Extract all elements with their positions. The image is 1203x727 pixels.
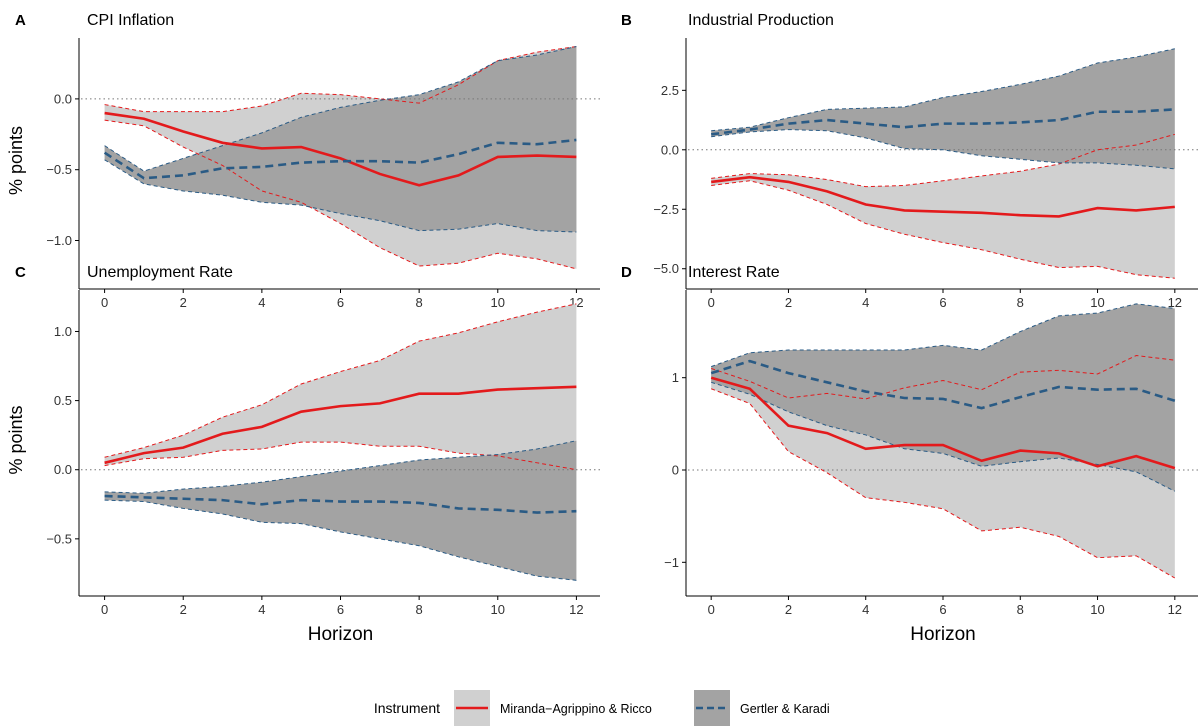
series-line-mar [104, 111, 577, 187]
x-tick-label: 2 [180, 295, 187, 310]
band-edge-gk-upper [711, 48, 1175, 132]
band-edge-mar-lower [104, 441, 577, 471]
panel-title: CPI Inflation [87, 12, 174, 29]
panel-letter: B [621, 12, 632, 29]
x-tick-label: 2 [785, 602, 792, 617]
y-tick-label: 0 [672, 463, 679, 478]
x-tick-label: 4 [258, 295, 265, 310]
legend-label-mar: Miranda−Agrippino & Ricco [500, 702, 652, 716]
band-mar [104, 303, 577, 470]
x-tick-label: 10 [491, 602, 505, 617]
x-tick-label: 8 [1017, 295, 1024, 310]
panel-title: Interest Rate [688, 264, 780, 281]
x-tick-label: 0 [708, 295, 715, 310]
band-gk [711, 48, 1175, 169]
x-tick-label: 12 [1168, 295, 1182, 310]
panel-c: C Unemployment Rate 0 2 4 6 8 10 12 −0.5 0.0 0.5 1.0… [6, 264, 600, 645]
x-tick-label: 6 [337, 295, 344, 310]
x-tick-label: 8 [1017, 602, 1024, 617]
band-mar [711, 134, 1175, 279]
panel-title: Industrial Production [688, 12, 834, 29]
series-line-mar [711, 175, 1175, 218]
y-tick-label: 1 [672, 370, 679, 385]
y-tick-label: 1.0 [54, 324, 72, 339]
x-tick-label: 6 [939, 602, 946, 617]
y-tick-label: −1.0 [46, 233, 72, 248]
y-tick-label: −5.0 [653, 261, 679, 276]
band-gk [711, 303, 1175, 492]
y-axis-label: % points [6, 405, 26, 474]
x-tick-label: 6 [337, 602, 344, 617]
x-tick-label: 0 [101, 602, 108, 617]
y-tick-label: 0.0 [54, 91, 72, 106]
y-tick-label: −0.5 [46, 162, 72, 177]
x-tick-label: 10 [491, 295, 505, 310]
band-gk [104, 440, 577, 581]
x-tick-label: 12 [1168, 602, 1182, 617]
x-tick-label: 0 [101, 295, 108, 310]
y-tick-label: 0.0 [661, 142, 679, 157]
panel-letter: C [15, 264, 26, 281]
band-edge-mar-upper [104, 46, 577, 113]
x-tick-label: 2 [180, 602, 187, 617]
band-edge-gk-lower [711, 381, 1176, 492]
panel-letter: A [15, 12, 26, 29]
series-line-gk [103, 138, 577, 180]
panel-b: B Industrial Production 0 2 4 6 8 10 12 −5.0 −2.5 0… [621, 12, 1198, 310]
band-edge-gk-lower [104, 159, 577, 233]
legend-title: Instrument [374, 700, 440, 716]
series-line-gk [104, 494, 577, 514]
legend-label-gk: Gertler & Karadi [740, 702, 830, 716]
y-tick-label: 0.0 [54, 462, 72, 477]
x-tick-label: 8 [416, 295, 423, 310]
x-tick-label: 4 [862, 295, 869, 310]
band-gk [104, 46, 577, 233]
band-edge-gk-upper [104, 440, 577, 494]
band-edge-mar-upper [711, 355, 1175, 400]
band-edge-mar-lower [104, 119, 577, 270]
x-axis-label: Horizon [910, 624, 975, 645]
band-edge-mar-upper [711, 133, 1175, 188]
series-line-gk [710, 359, 1176, 410]
panel-d: D Interest Rate 0 2 4 6 8 10 12 −1 0 1 Horizon [621, 264, 1198, 645]
band-edge-gk-lower [711, 129, 1175, 170]
x-tick-label: 0 [708, 602, 715, 617]
band-edge-mar-lower [711, 180, 1175, 279]
band-edge-gk-upper [104, 46, 577, 172]
band-edge-gk-lower [104, 499, 577, 581]
series-line-gk [711, 108, 1175, 136]
panel-letter: D [621, 264, 632, 281]
x-tick-label: 12 [569, 602, 583, 617]
y-tick-label: −2.5 [653, 202, 679, 217]
x-tick-label: 8 [416, 602, 423, 617]
x-tick-label: 6 [939, 295, 946, 310]
y-tick-label: 2.5 [661, 83, 679, 98]
x-tick-label: 4 [862, 602, 869, 617]
x-tick-label: 2 [785, 295, 792, 310]
series-line-mar [104, 385, 577, 465]
band-edge-gk-upper [711, 303, 1175, 368]
x-tick-label: 4 [258, 602, 265, 617]
y-axis-label: % points [6, 126, 26, 195]
x-axis-label: Horizon [308, 624, 373, 645]
y-tick-label: −0.5 [46, 531, 72, 546]
legend: Instrument Miranda−Agrippino & Ricco Ger… [374, 690, 830, 726]
y-tick-label: 0.5 [54, 393, 72, 408]
x-tick-label: 10 [1090, 295, 1104, 310]
series-line-mar [710, 376, 1176, 470]
y-tick-label: −1 [664, 555, 679, 570]
x-tick-label: 10 [1090, 602, 1104, 617]
panel-title: Unemployment Rate [87, 264, 233, 281]
